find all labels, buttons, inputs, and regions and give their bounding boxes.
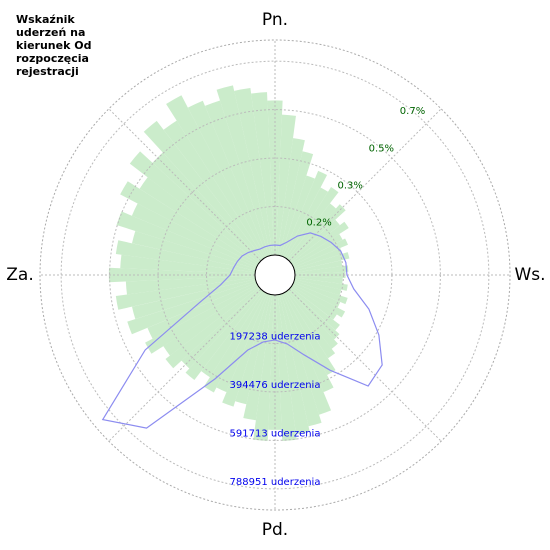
bar bbox=[290, 221, 349, 265]
bar bbox=[293, 281, 348, 305]
bar bbox=[285, 290, 336, 359]
bar bbox=[277, 138, 305, 256]
grid-ring bbox=[60, 60, 490, 490]
bar bbox=[187, 100, 268, 258]
bar bbox=[288, 204, 346, 262]
r-tick-label: 0.2% bbox=[306, 218, 331, 229]
bar bbox=[277, 294, 310, 435]
bar bbox=[294, 260, 343, 273]
bar bbox=[203, 291, 266, 393]
bar bbox=[275, 294, 297, 441]
r-tick-label: 0.7% bbox=[400, 106, 425, 117]
grid-ring bbox=[109, 109, 441, 441]
bar bbox=[282, 292, 334, 393]
r-tick-label: 394476 uderzenia bbox=[230, 380, 321, 391]
bar bbox=[216, 292, 268, 393]
r-tick-label: 197238 uderzenia bbox=[230, 331, 321, 342]
bar bbox=[281, 175, 315, 257]
bar bbox=[290, 285, 337, 320]
grid-ring bbox=[157, 157, 393, 393]
bar bbox=[287, 203, 336, 261]
bar bbox=[243, 294, 273, 421]
bar bbox=[279, 294, 322, 427]
bar bbox=[115, 277, 256, 310]
bar bbox=[181, 288, 262, 369]
bar bbox=[204, 100, 269, 257]
bar bbox=[294, 265, 349, 275]
bar bbox=[287, 289, 338, 349]
bar bbox=[282, 170, 328, 258]
bar bbox=[163, 285, 260, 356]
bar bbox=[235, 294, 271, 405]
bar bbox=[145, 284, 259, 354]
bar bbox=[166, 95, 266, 259]
grid-ring bbox=[206, 206, 344, 344]
bar bbox=[275, 114, 296, 256]
bar bbox=[163, 120, 265, 260]
direction-label: Pd. bbox=[262, 520, 288, 540]
outer-ring bbox=[39, 39, 511, 511]
r-tick-label: 0.5% bbox=[369, 143, 394, 154]
bar bbox=[293, 247, 343, 269]
bar bbox=[294, 275, 343, 284]
bar bbox=[294, 279, 342, 296]
bar bbox=[115, 240, 256, 273]
line bbox=[101, 232, 383, 429]
bar bbox=[201, 290, 265, 378]
bar bbox=[185, 289, 263, 381]
bar bbox=[279, 151, 314, 256]
bar bbox=[294, 252, 350, 271]
chart-title: Wskaźnik uderzeń na kierunek Od rozpoczę… bbox=[16, 13, 92, 78]
bar bbox=[281, 293, 332, 415]
r-tick-label: 0.3% bbox=[337, 180, 362, 191]
direction-label: Pn. bbox=[262, 10, 288, 30]
bar bbox=[234, 87, 273, 256]
direction-label: Za. bbox=[6, 265, 33, 285]
bar bbox=[165, 287, 261, 369]
bar bbox=[251, 92, 275, 256]
bar bbox=[222, 293, 269, 407]
bar bbox=[285, 187, 339, 260]
bar bbox=[120, 181, 259, 266]
bar bbox=[292, 282, 341, 308]
bar bbox=[143, 120, 263, 261]
bar bbox=[216, 85, 271, 256]
bar bbox=[129, 151, 261, 263]
bar bbox=[284, 187, 329, 259]
bar bbox=[120, 254, 256, 275]
bar bbox=[284, 291, 336, 376]
hole bbox=[254, 254, 296, 296]
bar bbox=[116, 211, 257, 269]
r-tick-label: 591713 uderzenia bbox=[230, 428, 321, 439]
bar bbox=[294, 277, 348, 291]
direction-label: Ws. bbox=[514, 265, 545, 285]
bar bbox=[127, 281, 257, 335]
bar bbox=[291, 284, 346, 318]
bar bbox=[139, 177, 260, 265]
r-tick-label: 788951 uderzenia bbox=[230, 477, 321, 488]
bar bbox=[131, 203, 258, 268]
bar bbox=[268, 294, 282, 430]
bar bbox=[253, 294, 275, 441]
